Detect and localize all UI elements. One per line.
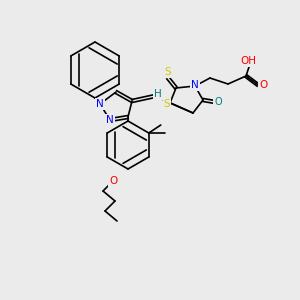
Text: N: N [191,80,199,90]
Text: H: H [154,89,162,99]
Text: O: O [214,97,222,107]
Text: O: O [109,176,117,186]
Text: OH: OH [240,56,256,66]
Text: S: S [164,99,170,109]
Text: N: N [106,115,114,125]
Text: S: S [165,67,171,77]
Text: N: N [96,99,104,109]
Text: O: O [259,80,267,90]
